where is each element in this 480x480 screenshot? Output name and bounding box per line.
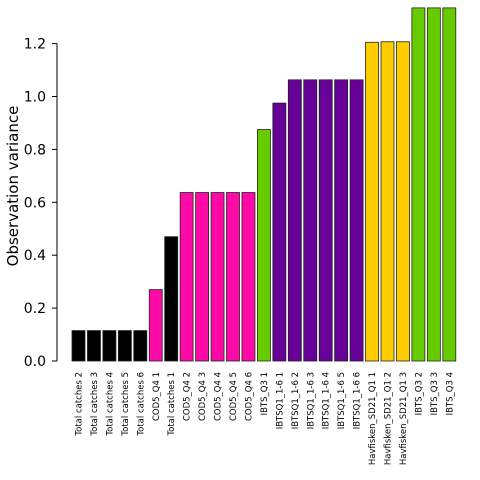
x-axis-labels: Total catches 2 Total catches 3 Total catc…	[75, 372, 456, 465]
y-tick-label: 0.4	[24, 248, 46, 264]
bar	[148, 289, 163, 362]
bar	[133, 330, 148, 362]
x-tick-label: Havfisken_SD21_Q1 2	[384, 372, 394, 465]
bar	[318, 79, 333, 362]
bar	[164, 236, 179, 362]
x-tick-label: COD5_Q4 6	[244, 372, 254, 421]
x-tick-label: IBTSQ1_1-6 4	[322, 372, 332, 429]
bar	[87, 330, 101, 362]
x-tick-label: Total catches 4	[105, 372, 115, 437]
x-tick-label: COD5_Q4 5	[229, 372, 239, 421]
x-tick-label: IBTS_Q3 1	[260, 372, 270, 415]
bar	[226, 192, 240, 362]
x-tick-label: IBTSQ1_1-6 6	[353, 372, 363, 429]
y-tick-label: 1.0	[24, 90, 46, 106]
y-tick-label: 0.2	[24, 301, 46, 317]
bar	[365, 41, 379, 362]
x-tick-label: COD5_Q4 2	[183, 372, 193, 421]
x-tick-label: IBTSQ1_1-6 2	[291, 372, 301, 429]
x-tick-label: COD5_Q4 3	[198, 372, 208, 421]
y-axis-title: Observation variance	[4, 106, 22, 267]
y-tick-label: 0.6	[24, 195, 46, 211]
bar	[287, 79, 302, 362]
bar	[411, 7, 426, 362]
x-tick-label: Havfisken_SD21_Q1 3	[399, 372, 409, 465]
bar	[210, 192, 225, 362]
y-tick-label: 0.8	[24, 142, 46, 158]
bar	[442, 7, 457, 362]
bar	[179, 192, 194, 362]
x-tick-label: IBTS_Q3 2	[414, 372, 424, 415]
x-tick-label: Total catches 2	[75, 372, 85, 437]
x-tick-label: Total catches 6	[136, 372, 146, 437]
bar	[426, 7, 441, 362]
x-tick-label: IBTSQ1_1-6 3	[306, 372, 316, 429]
bar	[303, 79, 318, 362]
bar	[102, 330, 117, 362]
bar	[272, 102, 287, 362]
x-tick-label: IBTSQ1_1-6 5	[337, 372, 347, 429]
x-tick-label: Total catches 5	[121, 372, 131, 437]
x-tick-label: Total catches 3	[90, 372, 100, 437]
bars	[71, 7, 457, 362]
bar	[349, 79, 364, 362]
bar	[241, 192, 256, 362]
y-axis: 0.0 0.2 0.4 0.6 0.8 1.0 1.2	[24, 37, 58, 370]
x-tick-label: Total catches 1	[167, 372, 177, 437]
x-tick-label: IBTSQ1_1-6 1	[275, 372, 285, 429]
x-tick-label: COD5_Q4 1	[152, 372, 162, 421]
x-tick-label: IBTS_Q3 3	[430, 372, 440, 415]
bar	[334, 79, 349, 362]
x-tick-label: IBTS_Q3 4	[445, 372, 455, 415]
bar	[117, 330, 132, 362]
y-tick-label: 1.2	[24, 37, 46, 53]
x-tick-label: COD5_Q4 4	[214, 372, 224, 421]
y-tick-label: 0.0	[24, 354, 46, 370]
x-tick-label: Havfisken_SD21_Q1 1	[368, 372, 378, 465]
bar	[396, 41, 410, 362]
bar	[380, 41, 395, 362]
bar	[71, 330, 86, 362]
bar	[195, 192, 210, 362]
bar	[256, 129, 271, 362]
